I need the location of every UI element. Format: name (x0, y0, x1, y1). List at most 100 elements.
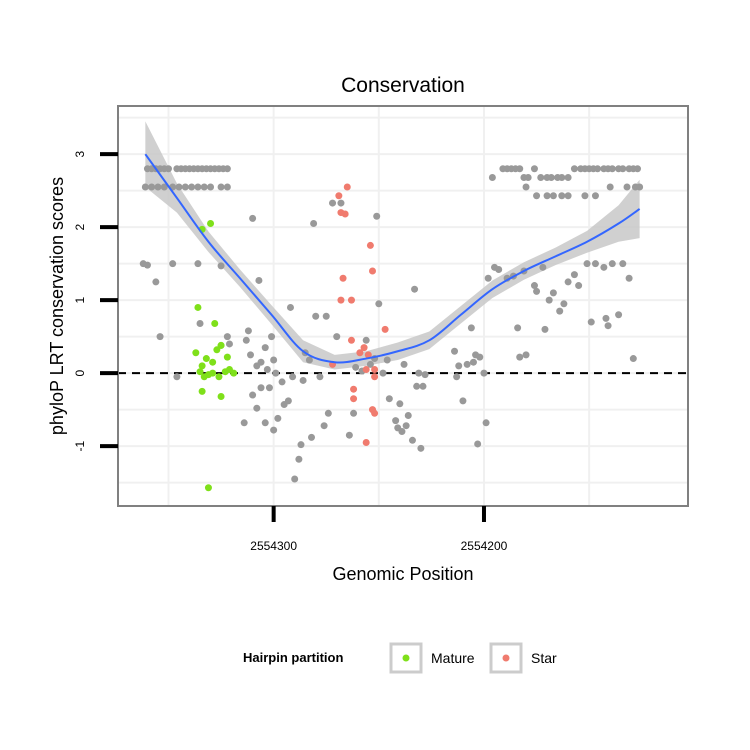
point-other (379, 369, 387, 377)
y-tick-label: 2 (73, 224, 87, 231)
point-star (362, 438, 370, 446)
point-other (623, 183, 631, 191)
point-other (619, 260, 627, 268)
point-other (606, 183, 614, 191)
point-other (286, 303, 294, 311)
point-other (223, 183, 231, 191)
point-other (263, 366, 271, 374)
plot-panel (117, 105, 689, 507)
point-star (347, 296, 355, 304)
point-other (194, 260, 202, 268)
point-other (223, 333, 231, 341)
point-other (329, 199, 337, 207)
point-star (362, 366, 370, 374)
point-other (141, 183, 149, 191)
legend-label-mature: Mature (431, 650, 475, 666)
point-other (156, 333, 164, 341)
y-axis-title: phyloP LRT conservation scores (47, 177, 67, 435)
point-star (335, 192, 343, 200)
legend-key-star (489, 642, 523, 674)
point-star (337, 296, 345, 304)
point-other (217, 262, 225, 270)
plot-border (117, 105, 689, 507)
point-other (629, 355, 637, 363)
point-other (305, 356, 313, 364)
legend-label-star: Star (531, 650, 557, 666)
point-other (421, 371, 429, 379)
point-other (469, 358, 477, 366)
point-other (495, 266, 503, 274)
point-other (522, 351, 530, 359)
point-other (249, 214, 257, 222)
point-mature (209, 369, 217, 377)
point-other (240, 419, 248, 427)
point-star (350, 385, 358, 393)
point-other (295, 455, 303, 463)
point-other (173, 373, 181, 381)
point-other (268, 333, 276, 341)
point-other (392, 417, 400, 425)
point-star (343, 183, 351, 191)
point-other (467, 324, 475, 332)
legend-title: Hairpin partition (243, 650, 343, 665)
point-other (291, 475, 299, 483)
point-other (207, 183, 215, 191)
point-other (261, 419, 269, 427)
point-other (297, 441, 305, 449)
point-other (337, 199, 345, 207)
point-other (253, 404, 261, 412)
point-star (364, 351, 372, 359)
point-other (154, 183, 162, 191)
point-other (615, 311, 623, 319)
point-other (247, 351, 255, 359)
point-other (404, 411, 412, 419)
y-tick-label: -1 (73, 440, 87, 451)
point-other (488, 174, 496, 182)
point-other (547, 174, 555, 182)
plot-background (118, 106, 688, 506)
y-tick-label: 3 (73, 151, 87, 158)
point-other (564, 174, 572, 182)
point-star (366, 241, 374, 249)
point-other (415, 369, 423, 377)
point-other (148, 183, 156, 191)
point-other (417, 444, 425, 452)
legend-dot-star (502, 654, 510, 662)
point-other (564, 192, 572, 200)
smooth-line (144, 153, 641, 364)
legend-dot-mature (402, 654, 410, 662)
point-other (270, 426, 278, 434)
point-other (223, 165, 231, 173)
point-star (339, 274, 347, 282)
confidence-band-area (145, 121, 640, 370)
point-other (265, 384, 273, 392)
point-other (558, 192, 566, 200)
point-mature (209, 358, 217, 366)
point-other (522, 183, 530, 191)
point-mature (217, 341, 225, 349)
x-axis: 2554300 2554200 (250, 506, 508, 553)
point-other (152, 278, 160, 286)
point-other (482, 419, 490, 427)
point-other (539, 263, 547, 271)
point-other (594, 165, 602, 173)
point-other (320, 422, 328, 430)
point-other (413, 382, 421, 390)
point-other (345, 431, 353, 439)
point-other (591, 192, 599, 200)
point-other (308, 433, 316, 441)
point-other (570, 271, 578, 279)
point-other (316, 373, 324, 381)
point-other (375, 300, 383, 308)
point-other (310, 220, 318, 228)
point-other (549, 289, 557, 297)
point-other (453, 373, 461, 381)
point-mature (211, 320, 219, 328)
point-other (272, 369, 280, 377)
point-other (196, 320, 204, 328)
point-star (350, 395, 358, 403)
point-star (371, 409, 379, 417)
point-star (369, 267, 377, 275)
point-other (634, 165, 642, 173)
point-other (249, 391, 257, 399)
